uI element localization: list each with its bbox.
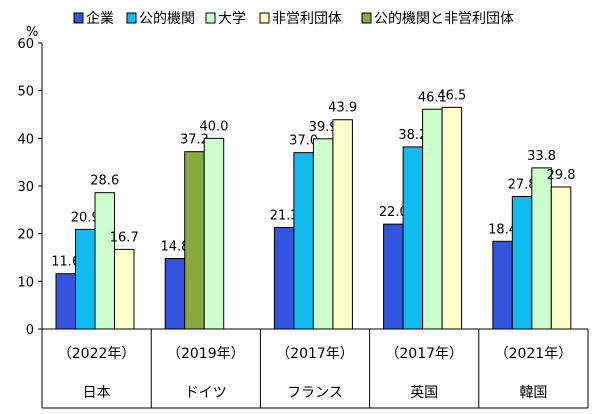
data-label: 18.4 <box>488 222 517 237</box>
year-label: （2021年） <box>495 346 573 362</box>
bar <box>441 106 463 330</box>
legend-swatch <box>205 12 216 24</box>
year-label: （2017年） <box>385 346 463 362</box>
data-label: 46.5 <box>437 88 466 103</box>
bar <box>550 186 572 330</box>
y-tick-label: 30 <box>17 180 34 195</box>
category-label: 英国 <box>410 384 438 401</box>
plot-area: 11.6 20.9 28.6 16.7 14.8 37.240.0 21.3 37.039.9… <box>51 88 576 330</box>
data-label: 14.8 <box>160 239 189 254</box>
bar <box>293 152 314 330</box>
data-label: 22.0 <box>379 205 408 220</box>
bar <box>55 273 76 330</box>
bar <box>273 226 295 330</box>
y-axis: 0 10 20 30 40 50 60 <box>17 37 43 338</box>
y-axis-unit: % <box>26 25 38 40</box>
bar <box>75 228 96 330</box>
data-label: 37.2 <box>180 133 209 148</box>
legend-swatch <box>73 12 84 24</box>
data-label: 33.8 <box>527 149 556 164</box>
data-label: 21.3 <box>270 208 299 223</box>
bar <box>511 195 533 330</box>
data-label: 39.9 <box>309 120 338 135</box>
y-tick-label: 10 <box>17 275 34 290</box>
category-label: ドイツ <box>185 385 227 401</box>
bar <box>492 240 513 330</box>
legend: 企業 公的機関 大学 非営利団体 公的機関と非営利団体 <box>73 10 514 27</box>
y-tick-label: 60 <box>17 37 34 52</box>
year-label: （2022年） <box>58 346 136 362</box>
legend-swatch <box>126 12 137 24</box>
data-label: 43.9 <box>328 101 357 116</box>
category-label: フランス <box>287 385 343 401</box>
bar <box>383 223 404 330</box>
data-label: 29.8 <box>547 168 576 183</box>
data-label: 20.9 <box>71 210 100 225</box>
data-label: 28.6 <box>90 174 119 189</box>
legend-label: 大学 <box>218 11 246 27</box>
y-tick-label: 0 <box>26 323 34 338</box>
legend-label: 公的機関 <box>139 11 195 27</box>
data-label: 38.2 <box>398 128 427 143</box>
legend-swatch <box>259 12 270 24</box>
category-label: 韓国 <box>519 385 547 401</box>
legend-label: 企業 <box>86 10 114 27</box>
legend-label: 非営利団体 <box>272 11 342 27</box>
y-tick-label: 50 <box>17 85 34 100</box>
data-label: 16.7 <box>110 230 139 245</box>
bar <box>312 138 334 330</box>
x-axis: （2022年） 日本 （2019年） ドイツ （2017年） フランス （2017年） 英国 （… <box>41 328 589 409</box>
bar <box>531 167 552 330</box>
y-tick-label: 20 <box>17 228 34 243</box>
bar <box>184 151 205 330</box>
year-label: （2017年） <box>276 346 354 362</box>
bar <box>402 146 424 330</box>
legend-label: 公的機関と非営利団体 <box>374 11 514 27</box>
legend-swatch <box>361 12 372 24</box>
bar <box>203 137 225 330</box>
data-label: 46.1 <box>418 90 447 105</box>
bar <box>332 119 353 330</box>
bar <box>422 108 443 330</box>
data-label: 37.0 <box>289 134 318 149</box>
bar <box>94 192 115 330</box>
data-label: 11.6 <box>51 255 80 270</box>
category-label: 日本 <box>83 385 111 401</box>
data-label: 40.0 <box>199 119 228 134</box>
data-label: 27.8 <box>508 177 537 192</box>
bar <box>114 248 135 330</box>
bar <box>164 257 186 330</box>
year-label: （2019年） <box>167 346 245 362</box>
y-tick-label: 40 <box>17 132 34 147</box>
